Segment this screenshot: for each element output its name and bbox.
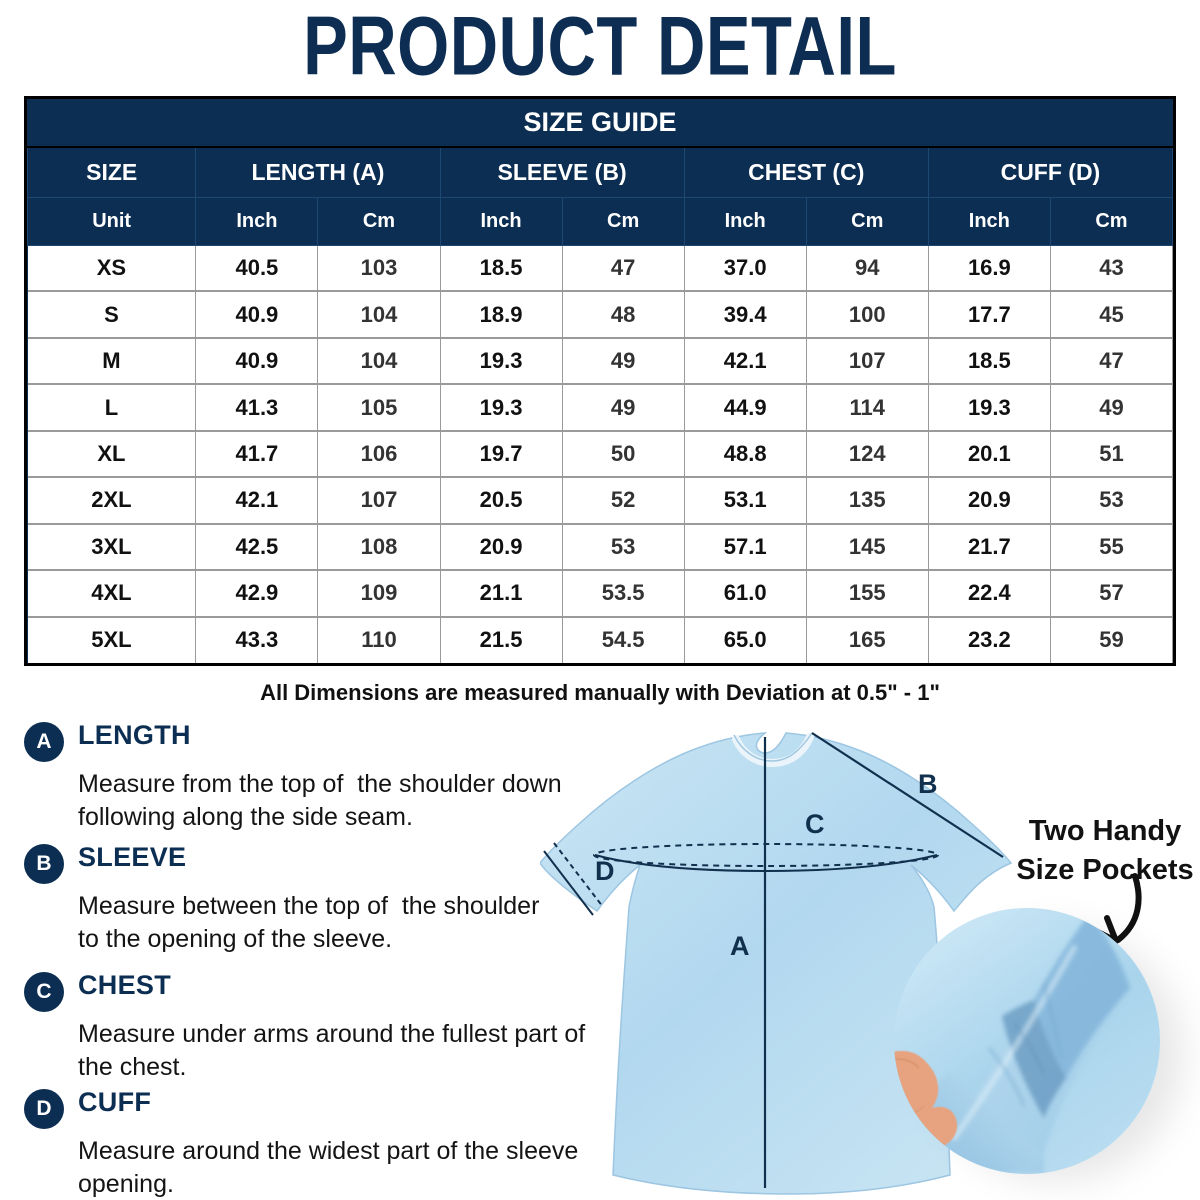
svg-text:D: D [595,856,615,886]
svg-text:B: B [918,769,938,799]
svg-text:C: C [805,809,825,839]
svg-text:A: A [730,931,750,961]
